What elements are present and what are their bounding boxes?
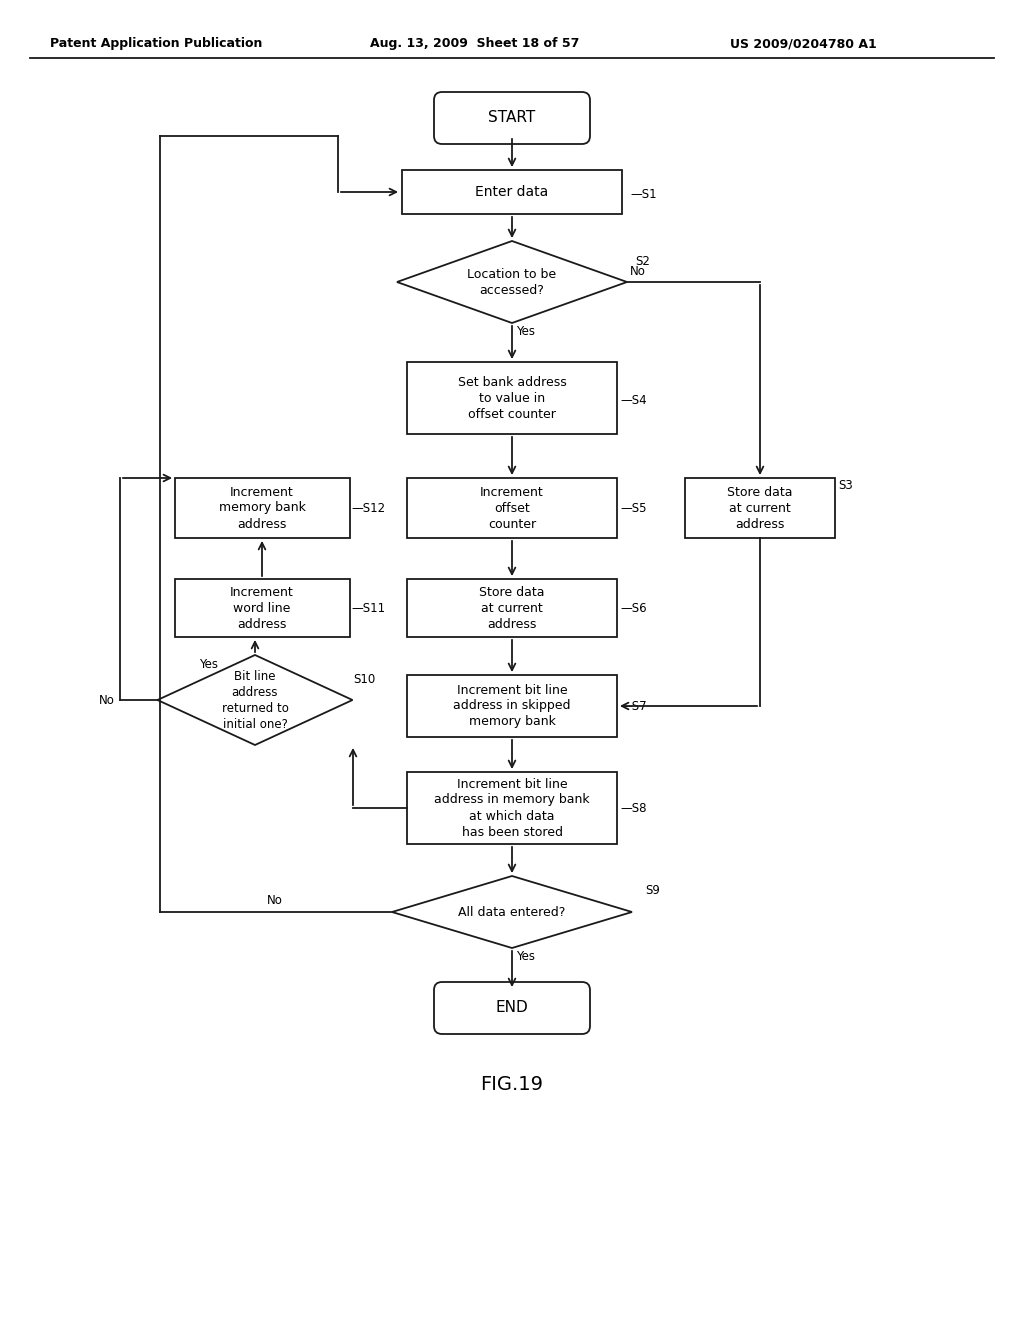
- Text: Increment
memory bank
address: Increment memory bank address: [218, 486, 305, 531]
- Text: —S5: —S5: [620, 502, 646, 515]
- Text: Bit line
address
returned to
initial one?: Bit line address returned to initial one…: [221, 669, 289, 730]
- Text: END: END: [496, 1001, 528, 1015]
- Text: —S12: —S12: [351, 502, 385, 515]
- Text: Location to be
accessed?: Location to be accessed?: [467, 268, 557, 297]
- Text: —S11: —S11: [351, 602, 385, 615]
- Text: Yes: Yes: [199, 657, 218, 671]
- Bar: [407, 772, 617, 843]
- Text: Patent Application Publication: Patent Application Publication: [50, 37, 262, 50]
- Bar: [407, 579, 617, 638]
- Text: Store data
at current
address: Store data at current address: [727, 486, 793, 531]
- Text: Store data
at current
address: Store data at current address: [479, 586, 545, 631]
- Text: —S8: —S8: [620, 801, 646, 814]
- FancyBboxPatch shape: [434, 982, 590, 1034]
- Bar: [685, 478, 835, 539]
- Text: S9: S9: [645, 884, 659, 898]
- Text: —S6: —S6: [620, 602, 646, 615]
- Bar: [407, 675, 617, 737]
- Bar: [407, 478, 617, 539]
- Bar: [402, 170, 622, 214]
- Text: Yes: Yes: [516, 950, 535, 964]
- Bar: [174, 579, 349, 638]
- Polygon shape: [397, 242, 627, 323]
- Text: Enter data: Enter data: [475, 185, 549, 199]
- FancyBboxPatch shape: [434, 92, 590, 144]
- Text: —S4: —S4: [620, 393, 646, 407]
- Text: All data entered?: All data entered?: [459, 906, 565, 919]
- Text: Set bank address
to value in
offset counter: Set bank address to value in offset coun…: [458, 375, 566, 421]
- Text: S2: S2: [635, 255, 650, 268]
- Text: Increment
offset
counter: Increment offset counter: [480, 486, 544, 531]
- Text: —S7: —S7: [620, 700, 646, 713]
- Polygon shape: [158, 655, 352, 744]
- Text: No: No: [630, 265, 646, 279]
- Text: Increment bit line
address in memory bank
at which data
has been stored: Increment bit line address in memory ban…: [434, 777, 590, 838]
- Text: S10: S10: [353, 673, 375, 686]
- Text: —S1: —S1: [630, 189, 656, 202]
- Text: S3: S3: [838, 479, 853, 492]
- Bar: [407, 362, 617, 434]
- Text: No: No: [267, 894, 283, 907]
- Text: Aug. 13, 2009  Sheet 18 of 57: Aug. 13, 2009 Sheet 18 of 57: [370, 37, 580, 50]
- Text: Increment
word line
address: Increment word line address: [230, 586, 294, 631]
- Polygon shape: [392, 876, 632, 948]
- Text: Yes: Yes: [516, 325, 535, 338]
- Text: US 2009/0204780 A1: US 2009/0204780 A1: [730, 37, 877, 50]
- Text: No: No: [99, 693, 115, 706]
- Text: FIG.19: FIG.19: [480, 1076, 544, 1094]
- Text: Increment bit line
address in skipped
memory bank: Increment bit line address in skipped me…: [454, 684, 570, 729]
- Text: START: START: [488, 111, 536, 125]
- Bar: [174, 478, 349, 539]
